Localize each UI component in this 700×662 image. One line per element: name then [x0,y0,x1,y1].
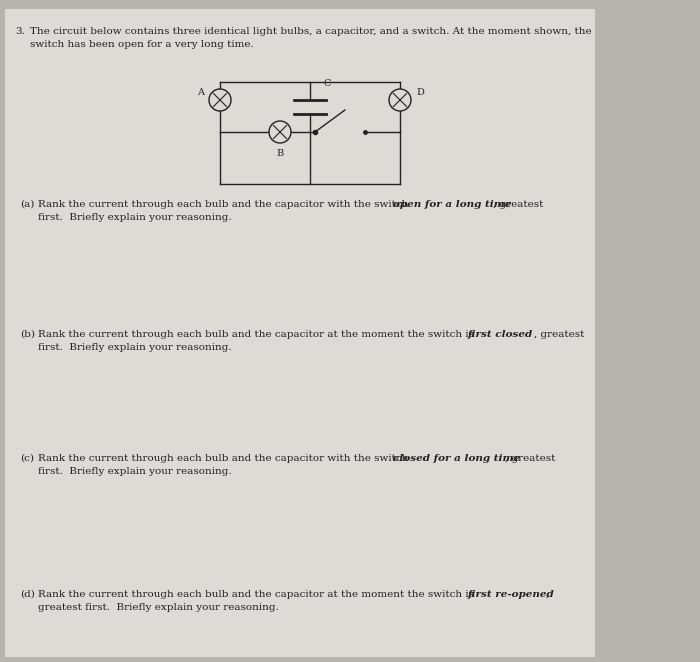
Text: (b): (b) [20,330,35,339]
Text: greatest first.  Briefly explain your reasoning.: greatest first. Briefly explain your rea… [38,603,279,612]
Text: (c): (c) [20,454,34,463]
Text: 3.: 3. [15,27,25,36]
Circle shape [209,89,231,111]
Text: C: C [324,79,331,88]
Text: Rank the current through each bulb and the capacitor with the switch: Rank the current through each bulb and t… [38,454,412,463]
Circle shape [389,89,411,111]
Text: first.  Briefly explain your reasoning.: first. Briefly explain your reasoning. [38,343,232,352]
Text: , greatest: , greatest [505,454,555,463]
Text: B: B [276,149,284,158]
Text: (a): (a) [20,200,34,209]
Text: first re-opened: first re-opened [468,590,554,599]
Text: first closed: first closed [468,330,533,339]
Text: Rank the current through each bulb and the capacitor at the moment the switch is: Rank the current through each bulb and t… [38,590,477,599]
Text: switch has been open for a very long time.: switch has been open for a very long tim… [30,40,253,49]
Text: D: D [416,88,424,97]
Text: ,: , [546,590,550,599]
Text: first.  Briefly explain your reasoning.: first. Briefly explain your reasoning. [38,467,232,476]
Text: Rank the current through each bulb and the capacitor with the switch: Rank the current through each bulb and t… [38,200,412,209]
Text: open for a long time: open for a long time [393,200,512,209]
Text: closed for a long time: closed for a long time [393,454,520,463]
FancyBboxPatch shape [5,9,595,657]
Text: Rank the current through each bulb and the capacitor at the moment the switch is: Rank the current through each bulb and t… [38,330,477,339]
Text: The circuit below contains three identical light bulbs, a capacitor, and a switc: The circuit below contains three identic… [30,27,592,36]
Text: , greatest: , greatest [493,200,543,209]
Text: (d): (d) [20,590,35,599]
Circle shape [269,121,291,143]
Text: , greatest: , greatest [534,330,584,339]
Text: A: A [197,88,204,97]
Text: first.  Briefly explain your reasoning.: first. Briefly explain your reasoning. [38,213,232,222]
